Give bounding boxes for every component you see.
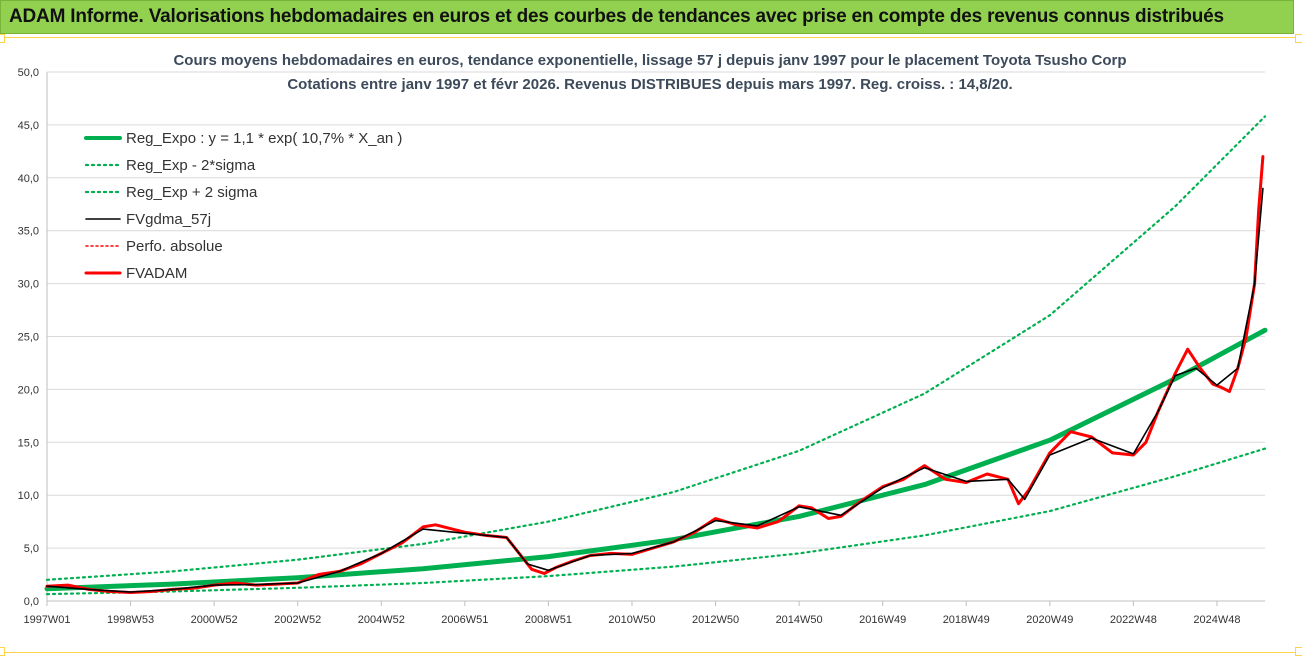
x-tick-label: 2012W50 bbox=[692, 614, 739, 626]
y-tick-label: 50,0 bbox=[18, 67, 39, 79]
series-line-fvadam bbox=[45, 155, 1265, 594]
legend-label: FVADAM bbox=[126, 265, 187, 282]
x-tick-label: 2022W48 bbox=[1110, 614, 1157, 626]
x-tick-label: 2016W49 bbox=[859, 614, 906, 626]
x-tick-label: 2014W50 bbox=[776, 614, 823, 626]
x-tick-label: 1997W01 bbox=[23, 614, 70, 626]
x-axis: 1997W01 1998W53 2000W52 2002W52 2004W52 2006W… bbox=[23, 600, 1265, 626]
x-tick-label: 2024W48 bbox=[1193, 614, 1240, 626]
legend-label: Reg_Exp - 2*sigma bbox=[126, 157, 256, 174]
x-tick-label: 2020W49 bbox=[1026, 614, 1073, 626]
x-tick-label: 2008W51 bbox=[525, 614, 572, 626]
y-axis: 0,0 5,0 10,0 15,0 20,0 25,0 30,0 35,0 40,0 45,0 50… bbox=[18, 67, 48, 608]
x-tick-label: 2004W52 bbox=[358, 614, 405, 626]
series-line-fvgdma-57j bbox=[46, 187, 1264, 593]
report-title: ADAM Informe. Valorisations hebdomadaire… bbox=[9, 6, 1224, 27]
legend-label: Reg_Exp + 2 sigma bbox=[126, 184, 258, 201]
y-tick-label: 0,0 bbox=[24, 596, 39, 608]
x-tick-label: 2018W49 bbox=[943, 614, 990, 626]
y-tick-label: 20,0 bbox=[18, 384, 39, 396]
chart-title-line-1: Cours moyens hebdomadaires en euros, ten… bbox=[173, 52, 1127, 69]
x-tick-label: 2002W52 bbox=[274, 614, 321, 626]
series-line-reg-expo-y-1-1-exp-10-7-x-an bbox=[44, 327, 1268, 592]
y-tick-label: 30,0 bbox=[18, 279, 39, 291]
chart-title-line-2: Cotations entre janv 1997 et févr 2026. … bbox=[287, 76, 1013, 93]
y-tick-label: 25,0 bbox=[18, 332, 39, 344]
y-tick-label: 45,0 bbox=[18, 120, 39, 132]
x-tick-label: 1998W53 bbox=[107, 614, 154, 626]
y-tick-label: 40,0 bbox=[18, 173, 39, 185]
legend: Reg_Expo : y = 1,1 * exp( 10,7% * X_an )… bbox=[84, 130, 402, 282]
legend-label: FVgdma_57j bbox=[126, 211, 211, 228]
x-tick-label: 2010W50 bbox=[608, 614, 655, 626]
y-tick-label: 10,0 bbox=[18, 490, 39, 502]
legend-label: Perfo. absolue bbox=[126, 238, 223, 255]
legend-label: Reg_Expo : y = 1,1 * exp( 10,7% * X_an ) bbox=[126, 130, 402, 147]
y-tick-label: 35,0 bbox=[18, 226, 39, 238]
y-tick-label: 5,0 bbox=[24, 543, 39, 555]
series-line-reg-exp-2-sigma bbox=[45, 115, 1267, 581]
y-tick-label: 15,0 bbox=[18, 437, 39, 449]
y-gridlines bbox=[47, 71, 1265, 602]
resize-handle-top-left[interactable] bbox=[0, 34, 5, 43]
series-line-reg-exp-2-sigma bbox=[45, 447, 1267, 596]
x-tick-label: 2006W51 bbox=[441, 614, 488, 626]
x-tick-label: 2000W52 bbox=[191, 614, 238, 626]
series-lines bbox=[44, 115, 1268, 596]
report-banner: ADAM Informe. Valorisations hebdomadaire… bbox=[0, 0, 1294, 34]
resize-handle-top-right[interactable] bbox=[1295, 34, 1302, 43]
